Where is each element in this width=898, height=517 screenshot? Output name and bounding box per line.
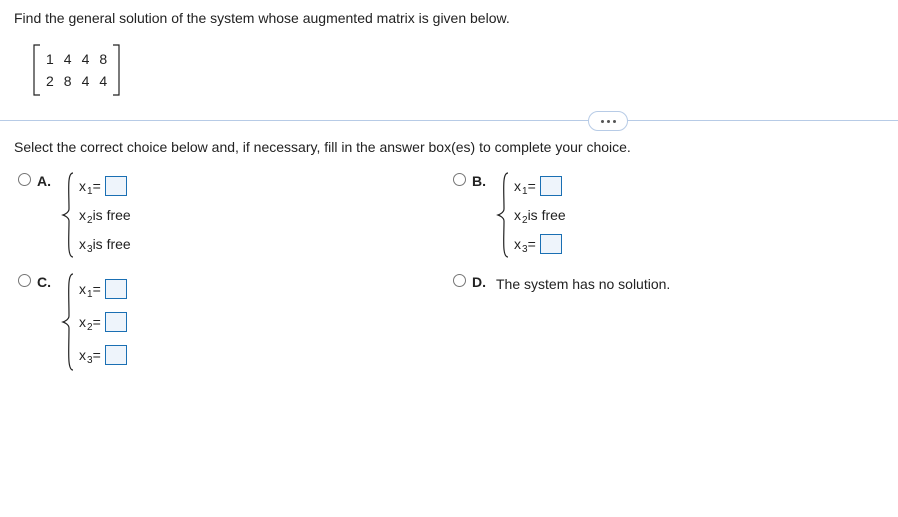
choice-c: C. x1 = x2 = bbox=[14, 272, 449, 375]
left-brace-icon bbox=[496, 171, 510, 259]
eq-line: x3 is free bbox=[79, 230, 131, 258]
cell: 1 bbox=[46, 51, 54, 67]
answer-box-c-x2[interactable] bbox=[105, 312, 127, 332]
cell: 4 bbox=[82, 73, 90, 89]
cell: 2 bbox=[46, 73, 54, 89]
choice-a: A. x1 = x2 is free bbox=[14, 171, 449, 262]
answer-box-c-x1[interactable] bbox=[105, 279, 127, 299]
cell: 4 bbox=[82, 51, 90, 67]
label-a: A. bbox=[37, 173, 57, 189]
eq-line: x2 is free bbox=[79, 201, 131, 229]
eq-line: x2 is free bbox=[514, 201, 566, 229]
divider bbox=[0, 120, 898, 121]
eq-line: x1 = bbox=[79, 275, 127, 303]
augmented-matrix: 1 4 4 8 2 8 4 4 bbox=[32, 44, 121, 96]
cell: 4 bbox=[64, 51, 72, 67]
choice-b: B. x1 = x2 is free bbox=[449, 171, 884, 262]
eq-line: x1 = bbox=[79, 172, 131, 200]
left-bracket-icon bbox=[32, 44, 42, 96]
answer-box-b-x3[interactable] bbox=[540, 234, 562, 254]
radio-b[interactable] bbox=[453, 173, 466, 186]
radio-d[interactable] bbox=[453, 274, 466, 287]
answer-box-b-x1[interactable] bbox=[540, 176, 562, 196]
answer-box-c-x3[interactable] bbox=[105, 345, 127, 365]
choice-d-text: The system has no solution. bbox=[496, 276, 670, 292]
label-d: D. bbox=[472, 274, 492, 290]
question-text: Find the general solution of the system … bbox=[14, 10, 884, 26]
answer-box-a-x1[interactable] bbox=[105, 176, 127, 196]
instruction-text: Select the correct choice below and, if … bbox=[14, 139, 884, 155]
radio-c[interactable] bbox=[18, 274, 31, 287]
radio-a[interactable] bbox=[18, 173, 31, 186]
eq-line: x1 = bbox=[514, 172, 566, 200]
cell: 8 bbox=[99, 51, 107, 67]
eq-line: x3 = bbox=[514, 230, 566, 258]
label-b: B. bbox=[472, 173, 492, 189]
cell: 4 bbox=[99, 73, 107, 89]
choice-d: D. The system has no solution. bbox=[449, 272, 884, 292]
eq-line: x2 = bbox=[79, 308, 127, 336]
more-dots-button[interactable] bbox=[588, 111, 628, 131]
right-bracket-icon bbox=[111, 44, 121, 96]
eq-line: x3 = bbox=[79, 341, 127, 369]
cell: 8 bbox=[64, 73, 72, 89]
label-c: C. bbox=[37, 274, 57, 290]
left-brace-icon bbox=[61, 272, 75, 372]
left-brace-icon bbox=[61, 171, 75, 259]
